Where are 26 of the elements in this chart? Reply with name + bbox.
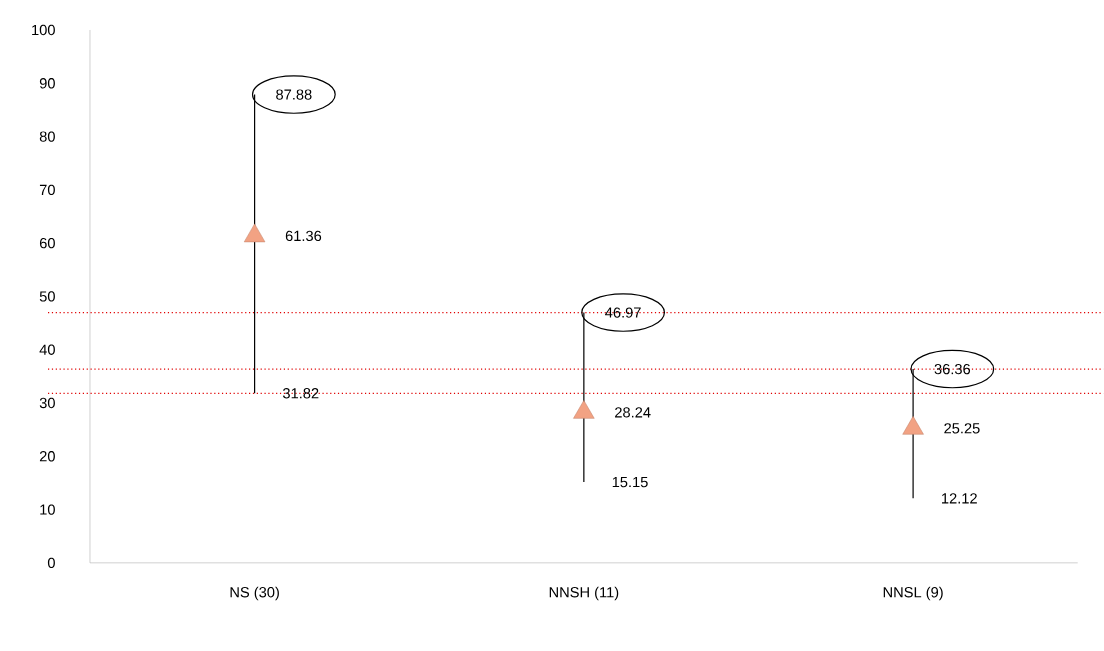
annotation: 36.36 (934, 364, 971, 375)
data-label: 61.36 (285, 230, 322, 242)
annotation: 31.82 (282, 388, 319, 399)
point (902, 416, 924, 435)
data-label: 28.24 (615, 407, 651, 418)
annotation: 87.88 (276, 89, 312, 100)
y-tick-label: 20 (39, 451, 55, 462)
y-tick-label: 70 (39, 184, 55, 196)
x-tick-label: NS (30) (230, 586, 279, 601)
y-tick-label: 10 (40, 504, 55, 515)
y-tick-label: 0 (47, 557, 55, 569)
annotation: 46.97 (605, 307, 641, 318)
point (573, 400, 595, 419)
y-tick-label: 60 (39, 238, 55, 249)
y-tick-label: 50 (39, 291, 55, 302)
y-tick-label: 80 (39, 131, 55, 142)
y-tick-label: 40 (39, 344, 55, 355)
point (243, 223, 266, 243)
data-label: 25.25 (944, 423, 980, 434)
annotation: 12.12 (942, 493, 977, 504)
x-tick-label: NNSL (9) (883, 586, 943, 601)
y-tick-label: 100 (32, 24, 55, 36)
y-tick-label: 90 (39, 78, 55, 89)
y-tick-label: 30 (39, 397, 55, 409)
annotation: 15.15 (612, 477, 648, 488)
x-tick-label: NNSH (11) (549, 586, 619, 601)
